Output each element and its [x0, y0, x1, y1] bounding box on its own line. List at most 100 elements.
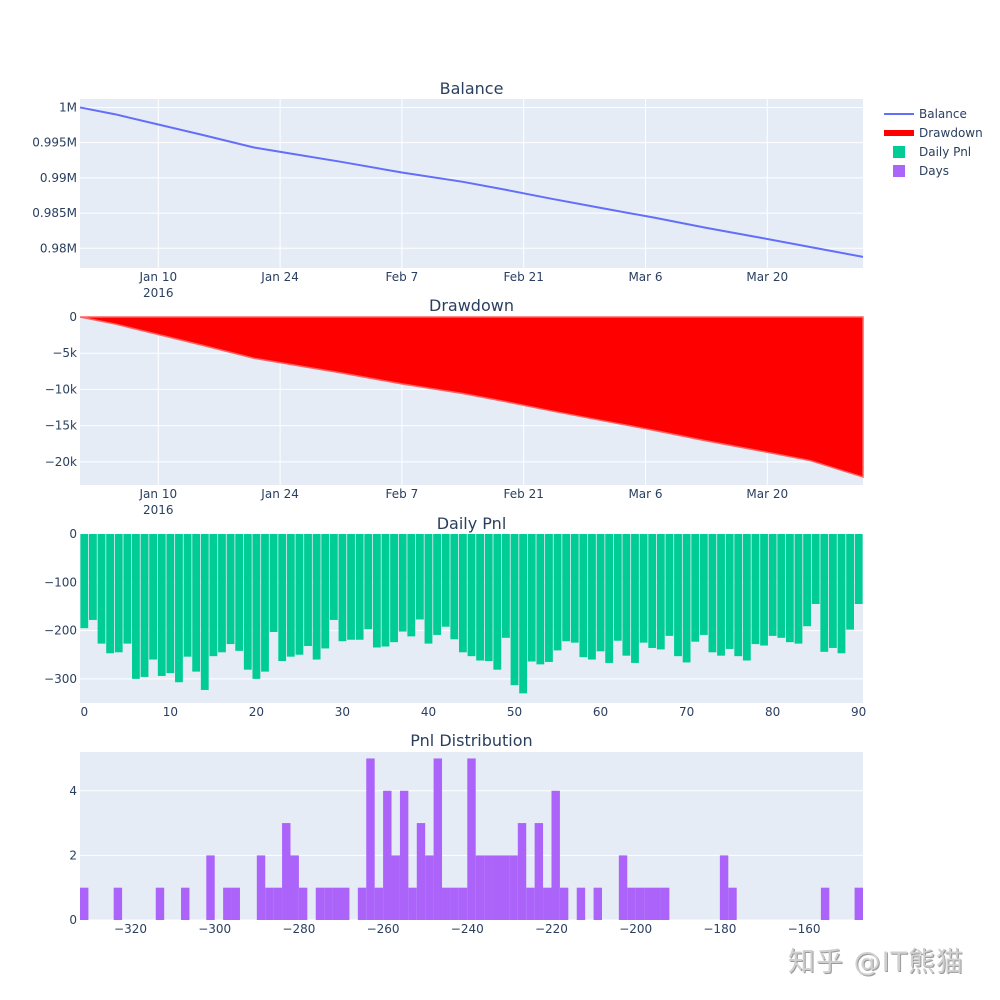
y-tick-label: 0.98M: [40, 241, 77, 255]
pnl-bar: [114, 534, 123, 653]
pnl-bar: [794, 534, 803, 644]
pnl-bar: [286, 534, 295, 657]
x-tick-label: 60: [593, 705, 608, 719]
histogram-bar: [442, 887, 451, 920]
x-tick-label: −300: [198, 922, 231, 936]
pnl-bar: [364, 534, 373, 630]
pnl-bar: [398, 534, 407, 632]
pnl-bar: [295, 534, 304, 655]
histogram-bar: [500, 855, 510, 920]
pnl-bar: [458, 534, 467, 653]
pnl-bar: [562, 534, 571, 642]
histogram-bar: [475, 855, 485, 920]
pnl-bar: [545, 534, 553, 662]
pnl-bar: [304, 534, 312, 647]
pnl-bar: [502, 534, 510, 638]
histogram-bar: [719, 855, 729, 920]
histogram-bar: [635, 887, 645, 920]
histogram-bar: [618, 855, 628, 920]
pnl-bar: [768, 534, 777, 636]
y-tick-label: 0.99M: [40, 171, 77, 185]
pnl-bar: [338, 534, 347, 642]
pnl-bar: [751, 534, 760, 645]
pnl-bar: [441, 534, 450, 627]
pnl-bar: [226, 534, 235, 645]
pnl-bar: [476, 534, 485, 661]
histogram-bar: [223, 887, 232, 920]
x-tick-label: Feb 7: [386, 487, 419, 501]
legend-label: Drawdown: [919, 126, 983, 140]
pnl-bar: [734, 534, 743, 657]
histogram-bar: [517, 823, 527, 920]
histogram-bar: [652, 887, 661, 920]
histogram-bar: [315, 887, 325, 920]
legend-item-daily-pnl[interactable]: Daily Pnl: [893, 145, 971, 159]
pnl-bar: [209, 534, 218, 657]
pnl-bar: [631, 534, 639, 663]
pnl-bar: [415, 534, 424, 620]
histogram-bar: [181, 887, 190, 920]
pnl-bar: [519, 534, 528, 694]
histogram-bar: [256, 855, 266, 920]
pnl-bar: [80, 534, 89, 629]
x-tick-label: 40: [421, 705, 436, 719]
legend: Balance Drawdown Daily Pnl Days: [884, 107, 983, 178]
x-tick-label: Feb 7: [386, 270, 419, 284]
pnl-bar: [192, 534, 201, 672]
histogram-bar: [298, 887, 308, 920]
histogram-bar: [509, 855, 518, 920]
histogram-bar: [155, 887, 165, 920]
pnl-bar: [777, 534, 786, 638]
y-tick-label: 1M: [59, 100, 77, 114]
pnl-bar: [846, 534, 854, 630]
x-tick-label: −160: [788, 922, 821, 936]
pnl-bar: [639, 534, 648, 643]
histogram-bar: [341, 887, 350, 920]
pnl-bar: [553, 534, 562, 651]
x-tick-label: Jan 24: [260, 270, 299, 284]
pnl-bar: [837, 534, 846, 654]
pnl-bar: [691, 534, 700, 642]
pnl-bar: [803, 534, 811, 627]
histogram-bar: [728, 887, 737, 920]
pnl-bar: [132, 534, 140, 679]
x-tick-label: Mar 6: [628, 487, 662, 501]
pnl-bar: [570, 534, 579, 643]
pnl-bar: [699, 534, 708, 635]
legend-item-days[interactable]: Days: [893, 164, 949, 178]
pnl-bar: [218, 534, 226, 653]
histogram-bar: [206, 855, 215, 920]
x-tick-label: 90: [851, 705, 866, 719]
pnl-bar: [708, 534, 717, 653]
histogram-bar: [357, 887, 367, 920]
histogram-bar: [399, 790, 409, 920]
daily-pnl-subplot: Daily Pnl 0 −100 −200 −300 0 10 20 30 40 50 60 70 80 9…: [44, 514, 866, 719]
pnl-bar: [579, 534, 588, 658]
histogram-bar: [265, 887, 274, 920]
pnl-bar: [433, 534, 441, 635]
legend-label: Balance: [919, 107, 967, 121]
x-tick-label: 30: [335, 705, 350, 719]
histogram-bar: [559, 887, 569, 920]
x-tick-label: 2016: [143, 286, 174, 300]
legend-item-drawdown[interactable]: Drawdown: [884, 126, 983, 140]
pnl-distribution-subplot: Pnl Distribution 0 2 4 −320 −300 −280 −260 −240 −…: [69, 731, 863, 936]
legend-square-icon: [893, 146, 905, 158]
pnl-bar: [261, 534, 269, 672]
x-tick-label: −200: [619, 922, 652, 936]
pnl-bar: [682, 534, 691, 663]
histogram-bar: [290, 855, 299, 920]
legend-item-balance[interactable]: Balance: [884, 107, 967, 121]
x-tick-label: −240: [451, 922, 484, 936]
x-tick-label: 10: [163, 705, 178, 719]
pnl-bar: [785, 534, 794, 643]
x-tick-label: Feb 21: [504, 270, 544, 284]
x-tick-label: Jan 24: [260, 487, 299, 501]
pnl-bar: [467, 534, 476, 657]
x-tick-label: Feb 21: [504, 487, 544, 501]
x-tick-label: −220: [535, 922, 568, 936]
histogram-bar: [383, 790, 392, 920]
x-tick-label: 50: [507, 705, 522, 719]
pnl-bar: [321, 534, 330, 649]
